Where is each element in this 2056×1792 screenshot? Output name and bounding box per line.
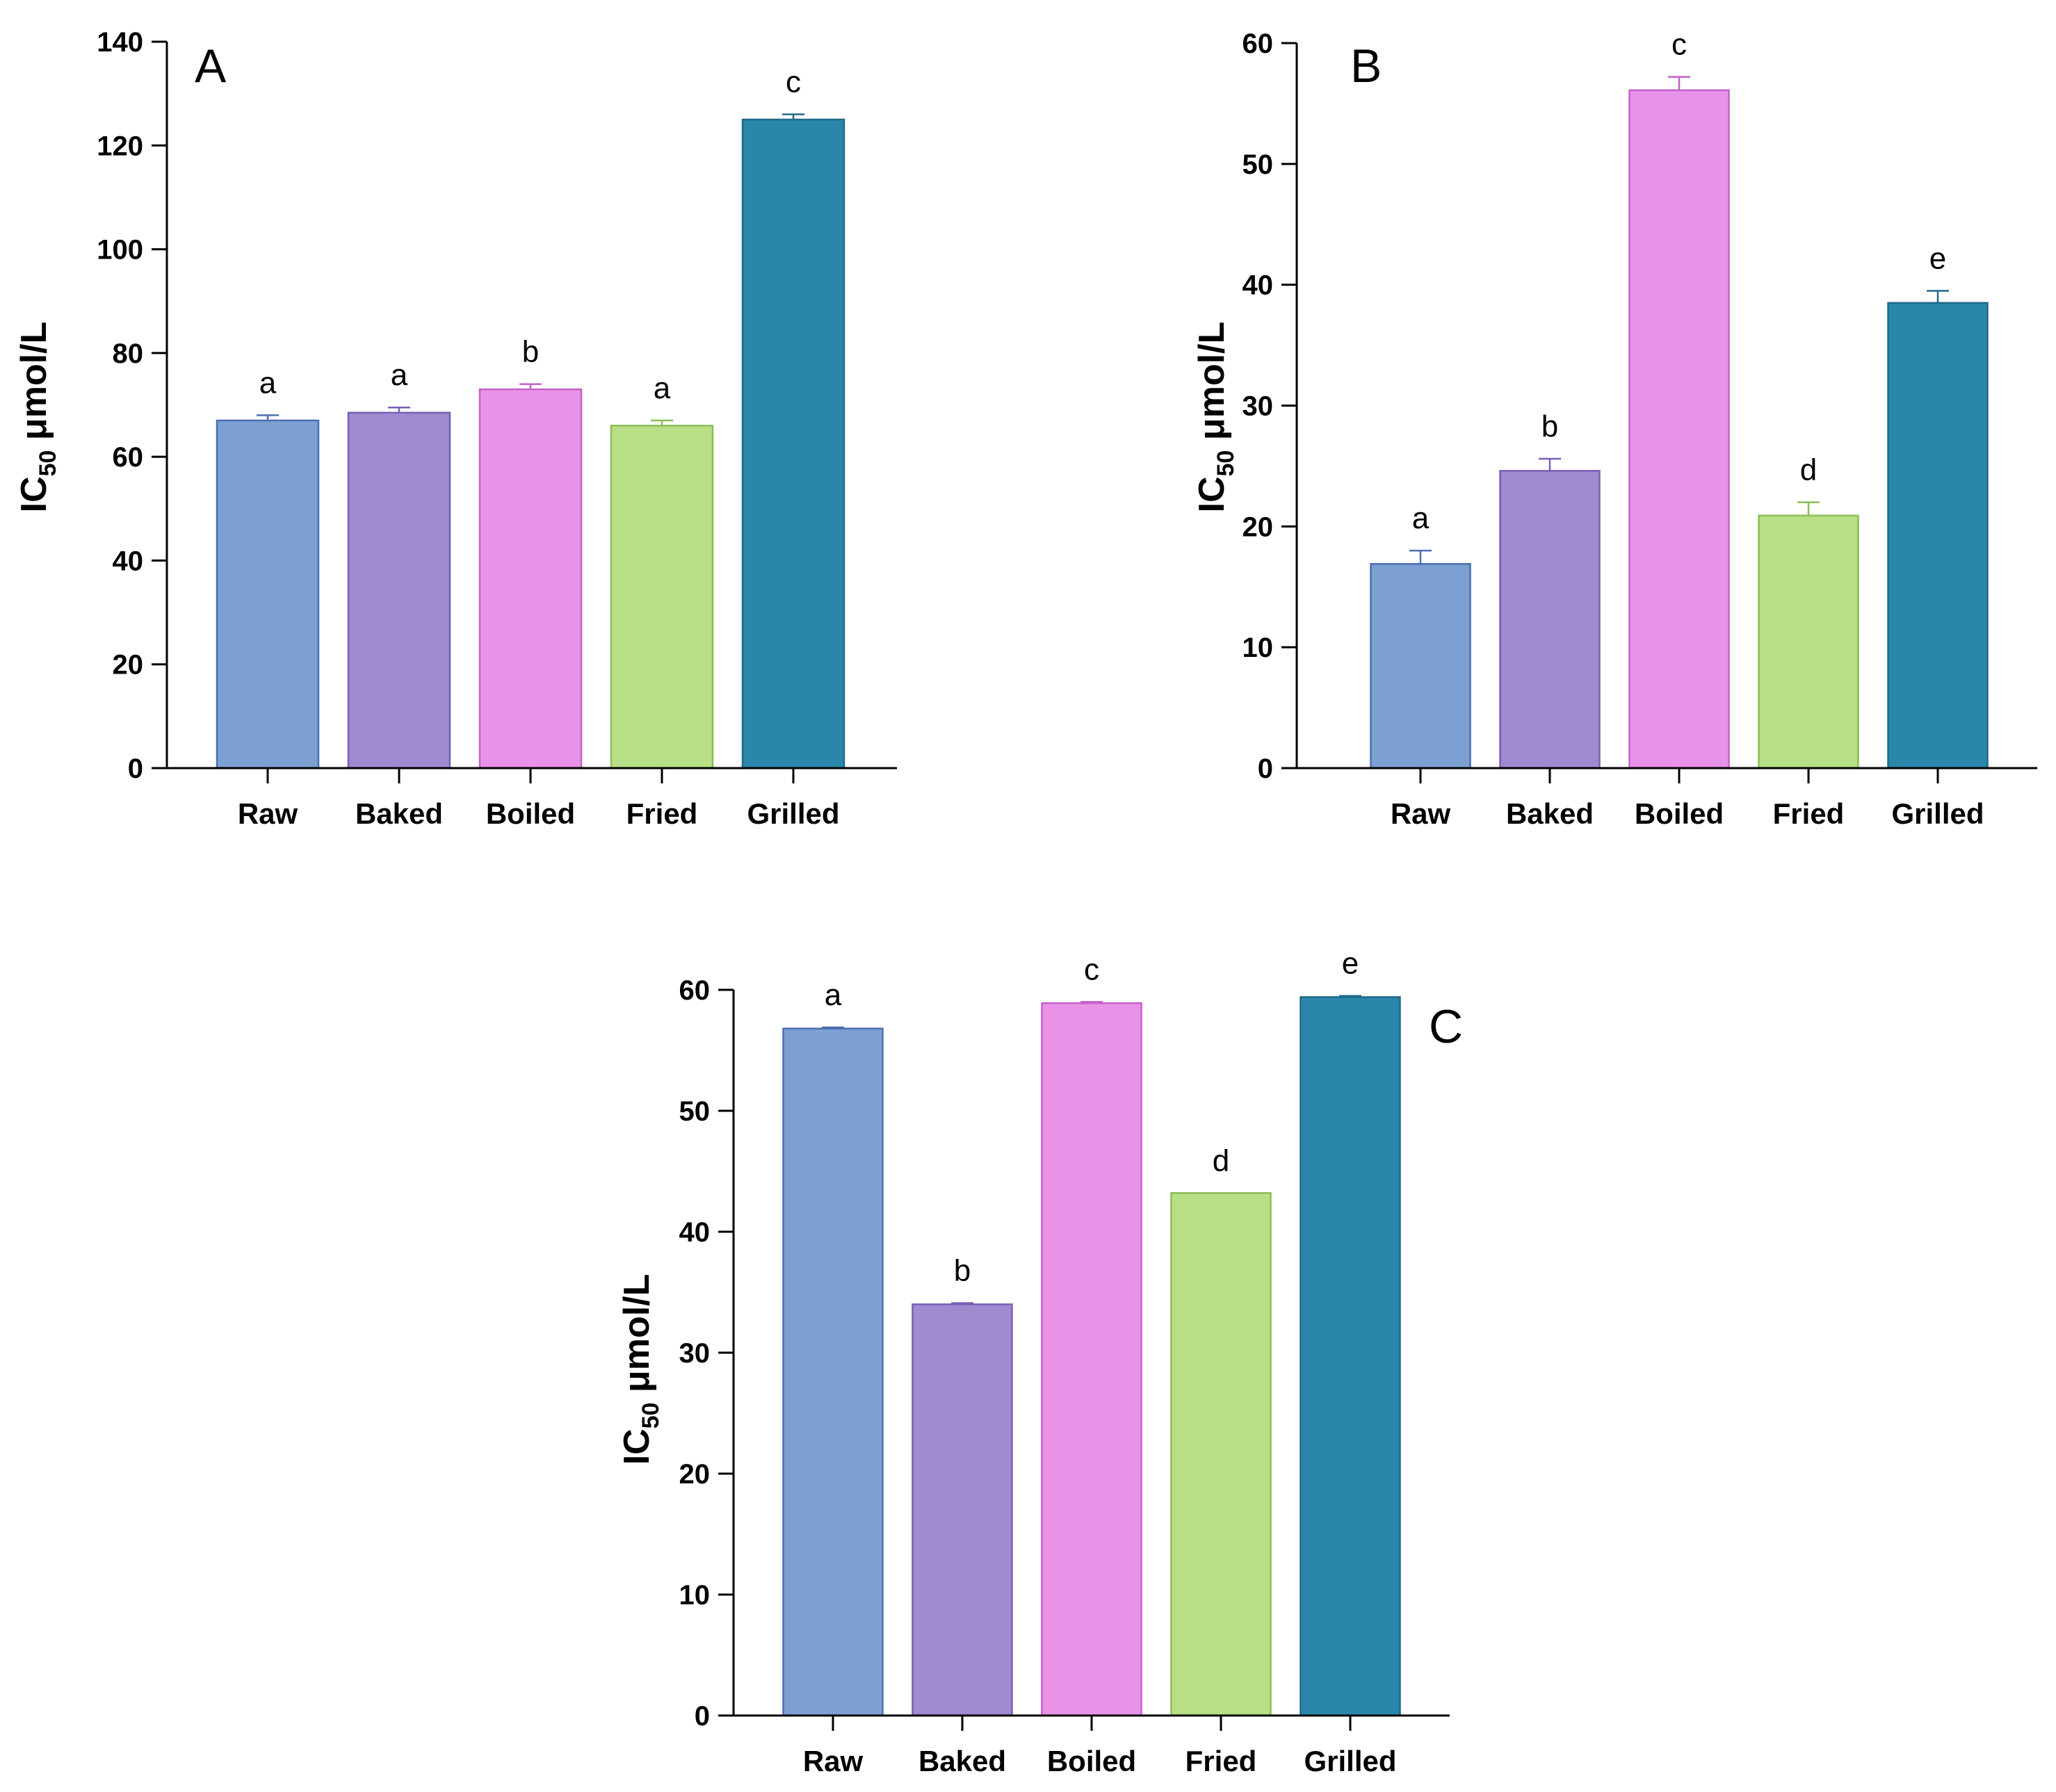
y-tick-label: 60 — [1242, 28, 1274, 59]
y-tick-label: 20 — [679, 1459, 711, 1490]
significance-label-baked: b — [1541, 409, 1558, 443]
significance-label-grilled: c — [786, 65, 801, 99]
chart-panel-b: a Raw b Baked c Boiled d Fried e Grilled 0 10 20 30 40… — [1192, 28, 2037, 830]
significance-label-grilled: e — [1342, 947, 1359, 981]
x-tick-label-baked: Baked — [355, 797, 443, 830]
y-tick-label: 20 — [1242, 512, 1274, 542]
y-tick-label: 100 — [97, 235, 143, 266]
significance-label-boiled: c — [1671, 28, 1687, 62]
significance-label-raw: a — [825, 978, 842, 1012]
significance-label-boiled: c — [1084, 952, 1099, 986]
x-tick-label-grilled: Grilled — [1891, 797, 1984, 830]
x-tick-label-grilled: Grilled — [747, 797, 839, 830]
x-tick-label-grilled: Grilled — [1304, 1745, 1396, 1777]
panel-letter: A — [195, 40, 227, 92]
y-tick-label: 20 — [113, 650, 144, 681]
y-tick-label: 40 — [1242, 270, 1274, 301]
bar-boiled — [1041, 1002, 1142, 1717]
y-tick-label: 60 — [113, 442, 144, 473]
x-tick-label-fried: Fried — [1773, 797, 1845, 830]
panel-letter: B — [1350, 40, 1382, 92]
bar-fried — [610, 425, 714, 769]
y-tick-label: 30 — [679, 1338, 711, 1369]
significance-label-raw: a — [1412, 501, 1430, 535]
bar-fried — [1758, 514, 1859, 769]
significance-label-fried: d — [1213, 1143, 1229, 1178]
y-tick-label: 40 — [679, 1217, 711, 1248]
bar-raw — [782, 1027, 884, 1717]
y-axis-label-unit: μmol/L — [1192, 322, 1232, 450]
chart-panel-a: a Raw a Baked b Boiled a Fried c Grilled 0 20 40 60 80… — [14, 27, 897, 830]
significance-label-boiled: b — [522, 335, 539, 369]
bar-raw — [216, 419, 320, 769]
y-tick-label: 40 — [113, 546, 144, 576]
y-axis-label: IC50 μmol/L — [617, 1274, 664, 1465]
y-tick-label: 30 — [1242, 391, 1274, 422]
y-axis-label-unit: μmol/L — [14, 322, 54, 450]
x-tick-label-fried: Fried — [626, 797, 698, 830]
y-tick-label: 140 — [97, 27, 143, 58]
bar-grilled — [1887, 302, 1989, 769]
y-tick-label: 50 — [679, 1096, 711, 1127]
y-tick-label: 10 — [1242, 633, 1274, 663]
bar-baked — [347, 412, 451, 769]
y-axis-label-subscript: 50 — [1213, 450, 1239, 477]
x-tick-label-raw: Raw — [238, 797, 298, 830]
x-tick-label-fried: Fried — [1185, 1745, 1257, 1777]
y-axis-label: IC50 μmol/L — [14, 322, 61, 513]
x-tick-label-boiled: Boiled — [1047, 1745, 1136, 1777]
bar-raw — [1370, 562, 1471, 769]
y-tick-label: 0 — [128, 754, 143, 784]
y-tick-label: 50 — [1242, 149, 1274, 180]
x-tick-label-boiled: Boiled — [486, 797, 575, 830]
significance-label-baked: a — [391, 358, 408, 392]
y-tick-label: 80 — [113, 339, 144, 369]
x-tick-label-boiled: Boiled — [1635, 797, 1724, 830]
significance-label-fried: d — [1800, 453, 1817, 487]
y-tick-label: 120 — [97, 131, 143, 161]
bar-grilled — [1300, 996, 1401, 1717]
significance-label-fried: a — [654, 371, 671, 405]
x-tick-label-raw: Raw — [1391, 797, 1451, 830]
y-tick-label: 0 — [1258, 754, 1273, 784]
y-axis-label-main: IC — [14, 476, 54, 512]
x-tick-label-raw: Raw — [803, 1745, 864, 1777]
y-tick-label: 0 — [695, 1701, 710, 1732]
y-axis-label: IC50 μmol/L — [1192, 322, 1239, 513]
y-axis-label-subscript: 50 — [35, 450, 61, 477]
bar-boiled — [478, 388, 583, 769]
y-axis-label-subscript: 50 — [638, 1403, 664, 1429]
bar-baked — [1499, 470, 1601, 769]
y-tick-label: 60 — [679, 975, 711, 1006]
y-axis-label-main: IC — [617, 1428, 657, 1465]
panel-letter: C — [1429, 1000, 1463, 1053]
y-axis-label-main: IC — [1192, 476, 1232, 512]
significance-label-baked: b — [954, 1254, 971, 1288]
bar-baked — [912, 1303, 1013, 1717]
y-axis-label-unit: μmol/L — [617, 1274, 657, 1403]
chart-panel-c: a Raw b Baked c Boiled d Fried e Grilled 0 10 20 30 40… — [617, 947, 1463, 1777]
bar-boiled — [1628, 89, 1730, 769]
y-tick-label: 10 — [679, 1580, 711, 1611]
significance-label-raw: a — [259, 366, 277, 400]
bar-grilled — [741, 118, 845, 769]
significance-label-grilled: e — [1929, 241, 1946, 275]
bar-fried — [1170, 1192, 1272, 1717]
x-tick-label-baked: Baked — [1506, 797, 1594, 830]
x-tick-label-baked: Baked — [918, 1745, 1006, 1777]
